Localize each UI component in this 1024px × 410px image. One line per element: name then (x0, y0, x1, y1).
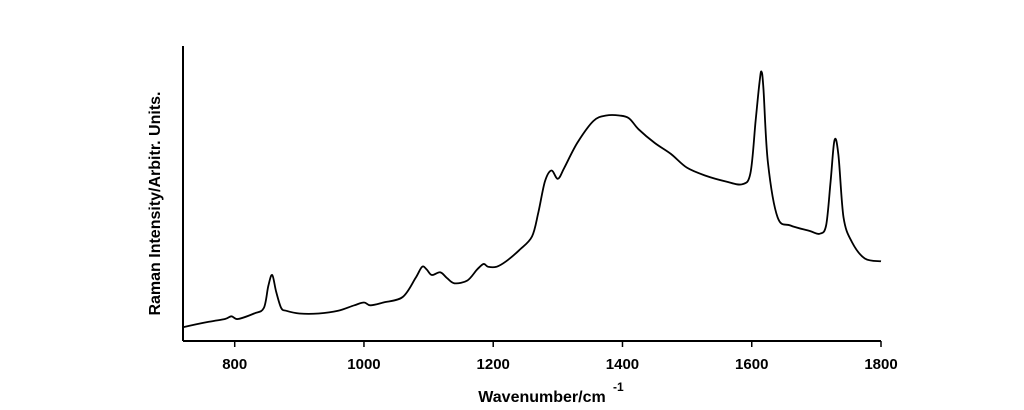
x-axis-title-main: Wavenumber/cm (478, 389, 605, 406)
spectrum-line (182, 70, 882, 329)
x-tick-label: 800 (222, 356, 247, 373)
x-axis-title-superscript: -1 (613, 380, 624, 394)
y-axis-title: Raman Intensity/Arbitr. Units. (147, 91, 164, 315)
x-tick-label: 1400 (606, 356, 639, 373)
x-tick-label: 1000 (347, 356, 380, 373)
x-ticks: 800 1000 1200 1400 1600 1800 (222, 341, 898, 373)
x-tick-label: 1800 (864, 356, 897, 373)
x-tick-label: 1600 (735, 356, 768, 373)
x-tick-label: 1200 (477, 356, 510, 373)
x-axis-title: Wavenumber/cm (478, 389, 605, 406)
